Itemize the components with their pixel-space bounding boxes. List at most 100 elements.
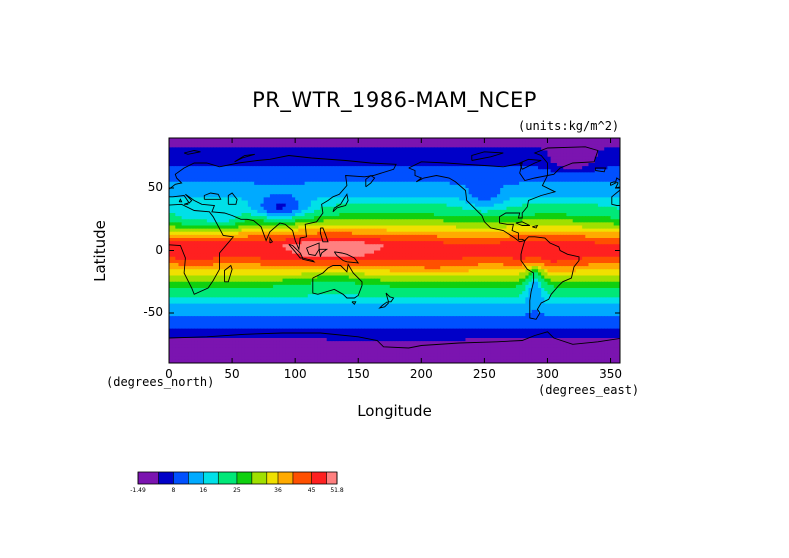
field-cell bbox=[336, 206, 340, 211]
field-cell bbox=[254, 234, 258, 239]
field-cell bbox=[386, 222, 391, 227]
field-cell bbox=[285, 219, 290, 223]
field-cell bbox=[465, 150, 470, 155]
field-cell bbox=[563, 222, 567, 227]
field-cell bbox=[241, 222, 246, 227]
field-cell bbox=[430, 184, 435, 189]
field-cell bbox=[345, 244, 350, 248]
field-cell bbox=[582, 222, 586, 227]
field-cell bbox=[351, 203, 356, 208]
field-cell bbox=[418, 191, 422, 195]
field-cell bbox=[396, 181, 400, 186]
field-cell bbox=[263, 153, 268, 158]
field-cell bbox=[339, 209, 344, 214]
field-cell bbox=[175, 191, 180, 195]
field-cell bbox=[550, 178, 555, 183]
field-cell bbox=[169, 159, 173, 164]
field-cell bbox=[383, 153, 388, 158]
field-cell bbox=[257, 234, 262, 239]
field-cell bbox=[276, 169, 280, 173]
field-cell bbox=[232, 203, 236, 208]
field-cell bbox=[329, 231, 334, 236]
field-cell bbox=[172, 138, 176, 142]
field-cell bbox=[493, 159, 498, 164]
field-cell bbox=[405, 159, 410, 164]
field-cell bbox=[257, 222, 262, 227]
field-cell bbox=[370, 147, 375, 152]
field-cell bbox=[216, 213, 221, 217]
field-cell bbox=[402, 225, 407, 230]
field-cell bbox=[616, 194, 620, 198]
field-cell bbox=[351, 234, 356, 239]
field-cell bbox=[383, 147, 388, 152]
field-cell bbox=[200, 231, 205, 236]
field-cell bbox=[295, 206, 299, 211]
field-cell bbox=[203, 222, 208, 227]
field-cell bbox=[219, 188, 224, 192]
field-cell bbox=[437, 153, 441, 158]
field-cell bbox=[424, 163, 429, 167]
field-cell bbox=[456, 234, 460, 239]
field-cell bbox=[493, 144, 498, 148]
field-cell bbox=[411, 163, 416, 167]
field-cell bbox=[310, 166, 315, 170]
field-cell bbox=[487, 219, 492, 223]
field-cell bbox=[197, 238, 202, 242]
field-cell bbox=[339, 213, 344, 217]
field-cell bbox=[430, 222, 435, 227]
field-cell bbox=[462, 244, 467, 248]
field-cell bbox=[304, 169, 309, 173]
field-cell bbox=[279, 231, 284, 236]
field-cell bbox=[604, 222, 608, 227]
field-cell bbox=[292, 156, 296, 161]
field-cell bbox=[569, 150, 574, 155]
field-cell bbox=[525, 225, 530, 230]
field-cell bbox=[361, 200, 366, 205]
field-cell bbox=[191, 206, 195, 211]
field-cell bbox=[194, 144, 198, 148]
field-cell bbox=[597, 197, 602, 202]
field-cell bbox=[364, 138, 369, 142]
field-cell bbox=[310, 138, 315, 142]
field-cell bbox=[228, 156, 233, 161]
field-cell bbox=[292, 219, 296, 223]
field-cell bbox=[225, 159, 230, 164]
field-cell bbox=[282, 241, 287, 245]
field-cell bbox=[370, 184, 375, 189]
field-cell bbox=[295, 228, 299, 233]
field-cell bbox=[219, 203, 224, 208]
field-cell bbox=[175, 178, 180, 183]
field-cell bbox=[348, 159, 353, 164]
field-cell bbox=[396, 241, 400, 245]
field-cell bbox=[301, 228, 306, 233]
field-cell bbox=[345, 241, 350, 245]
field-cell bbox=[263, 241, 268, 245]
field-cell bbox=[528, 191, 533, 195]
field-cell bbox=[556, 178, 561, 183]
field-cell bbox=[405, 225, 410, 230]
field-cell bbox=[553, 203, 558, 208]
field-cell bbox=[474, 213, 479, 217]
field-cell bbox=[607, 200, 612, 205]
field-cell bbox=[298, 209, 303, 214]
field-cell bbox=[367, 188, 372, 192]
field-cell bbox=[307, 153, 312, 158]
field-cell bbox=[556, 194, 561, 198]
field-cell bbox=[566, 175, 571, 180]
field-cell bbox=[613, 169, 618, 173]
field-cell bbox=[351, 178, 356, 183]
field-cell bbox=[553, 150, 558, 155]
field-cell bbox=[351, 238, 356, 242]
field-cell bbox=[430, 159, 435, 164]
field-cell bbox=[515, 138, 520, 142]
field-cell bbox=[194, 178, 198, 183]
field-cell bbox=[269, 222, 274, 227]
field-cell bbox=[452, 166, 457, 170]
field-cell bbox=[279, 194, 284, 198]
field-cell bbox=[575, 225, 580, 230]
field-cell bbox=[178, 206, 183, 211]
field-cell bbox=[616, 156, 620, 161]
field-cell bbox=[358, 156, 362, 161]
field-cell bbox=[594, 241, 599, 245]
field-cell bbox=[333, 213, 337, 217]
